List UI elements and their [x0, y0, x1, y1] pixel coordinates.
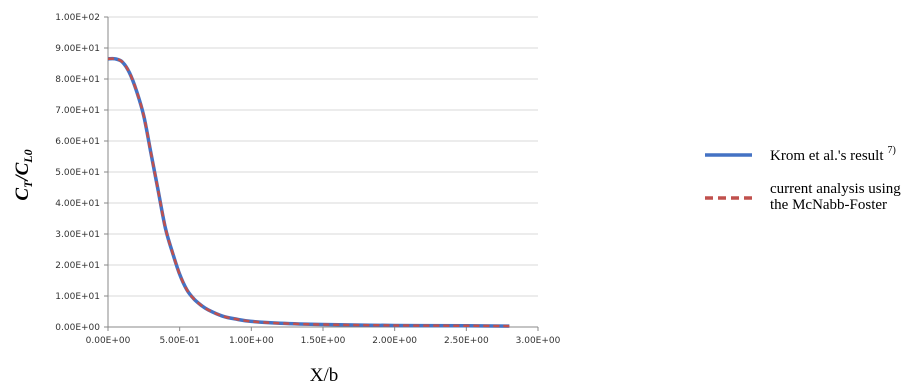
- series-line-krom: [107, 56, 510, 328]
- x-axis-ticks: 0.00E+00 5.00E-01 1.00E+00 1.50E+00 2.00E+00…: [86, 327, 561, 346]
- y-tick-label: 6.00E+01: [55, 137, 100, 147]
- y-axis-title: CT/CL0: [12, 149, 35, 200]
- y-tick-label: 1.00E+02: [55, 13, 100, 23]
- series-layer: [107, 56, 510, 328]
- y-axis-title-sub2: L0: [21, 149, 35, 163]
- x-axis-title: X/b: [310, 365, 339, 386]
- y-axis-title-slash: /C: [12, 162, 33, 182]
- legend-label-current-line2: the McNabb-Foster: [770, 197, 887, 213]
- y-tick-label: 7.00E+01: [55, 106, 100, 116]
- gridlines: [108, 16, 538, 297]
- x-tick-label: 3.00E+00: [516, 336, 561, 346]
- y-tick-label: 0.00E+00: [55, 323, 100, 333]
- x-tick-label: 5.00E-01: [159, 336, 199, 346]
- y-axis-title-sub1: T: [21, 180, 35, 188]
- x-tick-label: 1.50E+00: [301, 336, 346, 346]
- x-tick-label: 0.00E+00: [86, 336, 131, 346]
- y-tick-label: 3.00E+01: [55, 230, 100, 240]
- y-axis-ticks: 0.00E+00 1.00E+01 2.00E+01 3.00E+01 4.00E+01…: [55, 13, 108, 333]
- series-line-current: [107, 57, 510, 328]
- x-tick-label: 2.50E+00: [444, 336, 489, 346]
- legend-label-current-line1: current analysis using: [770, 181, 901, 197]
- y-tick-label: 4.00E+01: [55, 199, 100, 209]
- y-tick-label: 9.00E+01: [55, 44, 100, 54]
- y-tick-label: 2.00E+01: [55, 261, 100, 271]
- legend: Krom et al.'s result 7) current analysis …: [705, 145, 901, 213]
- x-tick-label: 1.00E+00: [229, 336, 274, 346]
- y-tick-label: 5.00E+01: [55, 168, 100, 178]
- y-axis-title-main: C: [12, 188, 33, 201]
- x-tick-label: 2.00E+00: [372, 336, 417, 346]
- y-tick-label: 8.00E+01: [55, 75, 100, 85]
- y-tick-label: 1.00E+01: [55, 292, 100, 302]
- legend-label-krom: Krom et al.'s result 7): [770, 145, 896, 164]
- svg-text:CT/CL0: CT/CL0: [12, 149, 35, 200]
